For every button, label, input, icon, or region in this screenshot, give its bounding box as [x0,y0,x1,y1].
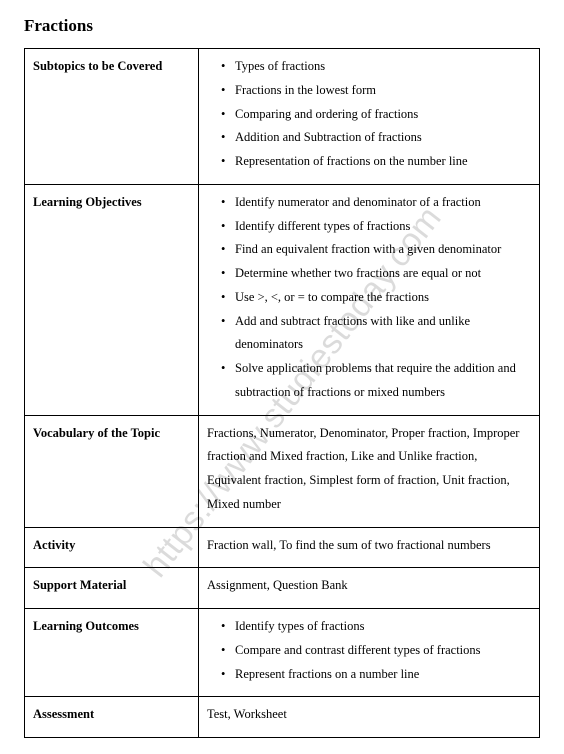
content-objectives: Identify numerator and denominator of a … [199,184,540,415]
label-support: Support Material [25,568,199,609]
label-subtopics: Subtopics to be Covered [25,49,199,185]
content-outcomes: Identify types of fractions Compare and … [199,609,540,697]
list-item: Determine whether two fractions are equa… [221,262,531,286]
row-support: Support Material Assignment, Question Ba… [25,568,540,609]
list-item: Represent fractions on a number line [221,663,531,687]
list-item: Find an equivalent fraction with a given… [221,238,531,262]
list-item: Solve application problems that require … [221,357,531,405]
list-item: Add and subtract fractions with like and… [221,310,531,358]
list-item: Identify different types of fractions [221,215,531,239]
list-item: Use >, <, or = to compare the fractions [221,286,531,310]
list-item: Comparing and ordering of fractions [221,103,531,127]
label-objectives: Learning Objectives [25,184,199,415]
row-outcomes: Learning Outcomes Identify types of frac… [25,609,540,697]
label-outcomes: Learning Outcomes [25,609,199,697]
list-item: Identify types of fractions [221,615,531,639]
list-item: Compare and contrast different types of … [221,639,531,663]
list-item: Representation of fractions on the numbe… [221,150,531,174]
page-title: Fractions [24,16,540,36]
list-item: Addition and Subtraction of fractions [221,126,531,150]
label-assessment: Assessment [25,697,199,738]
list-item: Types of fractions [221,55,531,79]
curriculum-table: Subtopics to be Covered Types of fractio… [24,48,540,738]
content-assessment: Test, Worksheet [199,697,540,738]
content-support: Assignment, Question Bank [199,568,540,609]
row-subtopics: Subtopics to be Covered Types of fractio… [25,49,540,185]
content-subtopics: Types of fractions Fractions in the lowe… [199,49,540,185]
row-objectives: Learning Objectives Identify numerator a… [25,184,540,415]
list-item: Fractions in the lowest form [221,79,531,103]
row-vocabulary: Vocabulary of the Topic Fractions, Numer… [25,415,540,527]
label-vocabulary: Vocabulary of the Topic [25,415,199,527]
content-vocabulary: Fractions, Numerator, Denominator, Prope… [199,415,540,527]
row-assessment: Assessment Test, Worksheet [25,697,540,738]
list-item: Identify numerator and denominator of a … [221,191,531,215]
label-activity: Activity [25,527,199,568]
content-activity: Fraction wall, To find the sum of two fr… [199,527,540,568]
row-activity: Activity Fraction wall, To find the sum … [25,527,540,568]
